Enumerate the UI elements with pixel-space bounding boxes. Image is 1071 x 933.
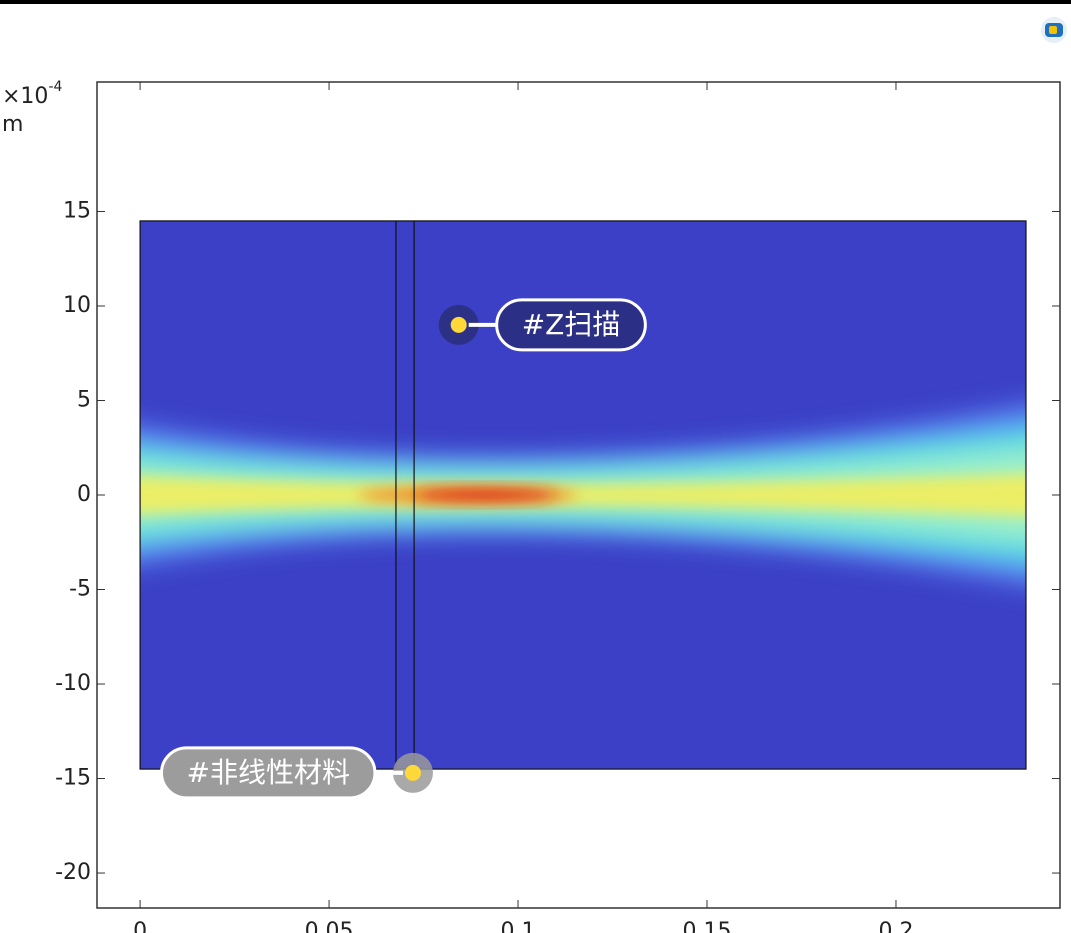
x-tick-label: 0: [133, 919, 147, 933]
annotation: #非线性材料: [159, 746, 433, 800]
app-icon: [1041, 17, 1067, 43]
y-multiplier-base: ×10: [2, 84, 48, 109]
y-tick-label: 0: [77, 482, 91, 507]
y-tick-label: 5: [77, 387, 91, 412]
y-tick-label: -10: [55, 671, 91, 696]
annotation-text: #非线性材料: [186, 756, 349, 789]
annotation-dot: [450, 316, 467, 333]
y-multiplier: ×10-4: [2, 79, 62, 109]
top-bar: [0, 0, 1071, 4]
y-tick-label: -20: [55, 860, 91, 885]
x-tick-label: 0.1: [501, 919, 536, 933]
y-tick-label: -15: [55, 766, 91, 791]
beam-core: [415, 490, 556, 500]
y-unit: m: [2, 112, 23, 137]
overlay: 15 10 5 0 -5 -10 -15 -20 0 0.05 0.1 0.15 0.2 #Z扫描 #非线性…: [55, 82, 1060, 933]
x-tick-label: 0.05: [305, 919, 354, 933]
x-tick-label: 0.2: [878, 919, 913, 933]
annotation: #Z扫描: [438, 298, 647, 352]
x-tick-label: 0.15: [683, 919, 732, 933]
y-tick-label: -5: [69, 577, 91, 602]
y-tick-label: 15: [63, 198, 91, 223]
annotation-dot: [404, 764, 421, 781]
y-tick-label: 10: [63, 293, 91, 318]
annotation-text: #Z扫描: [522, 308, 621, 341]
domain-boundary: [139, 220, 1027, 770]
y-multiplier-exponent: -4: [48, 79, 62, 95]
beam: [140, 474, 1026, 516]
